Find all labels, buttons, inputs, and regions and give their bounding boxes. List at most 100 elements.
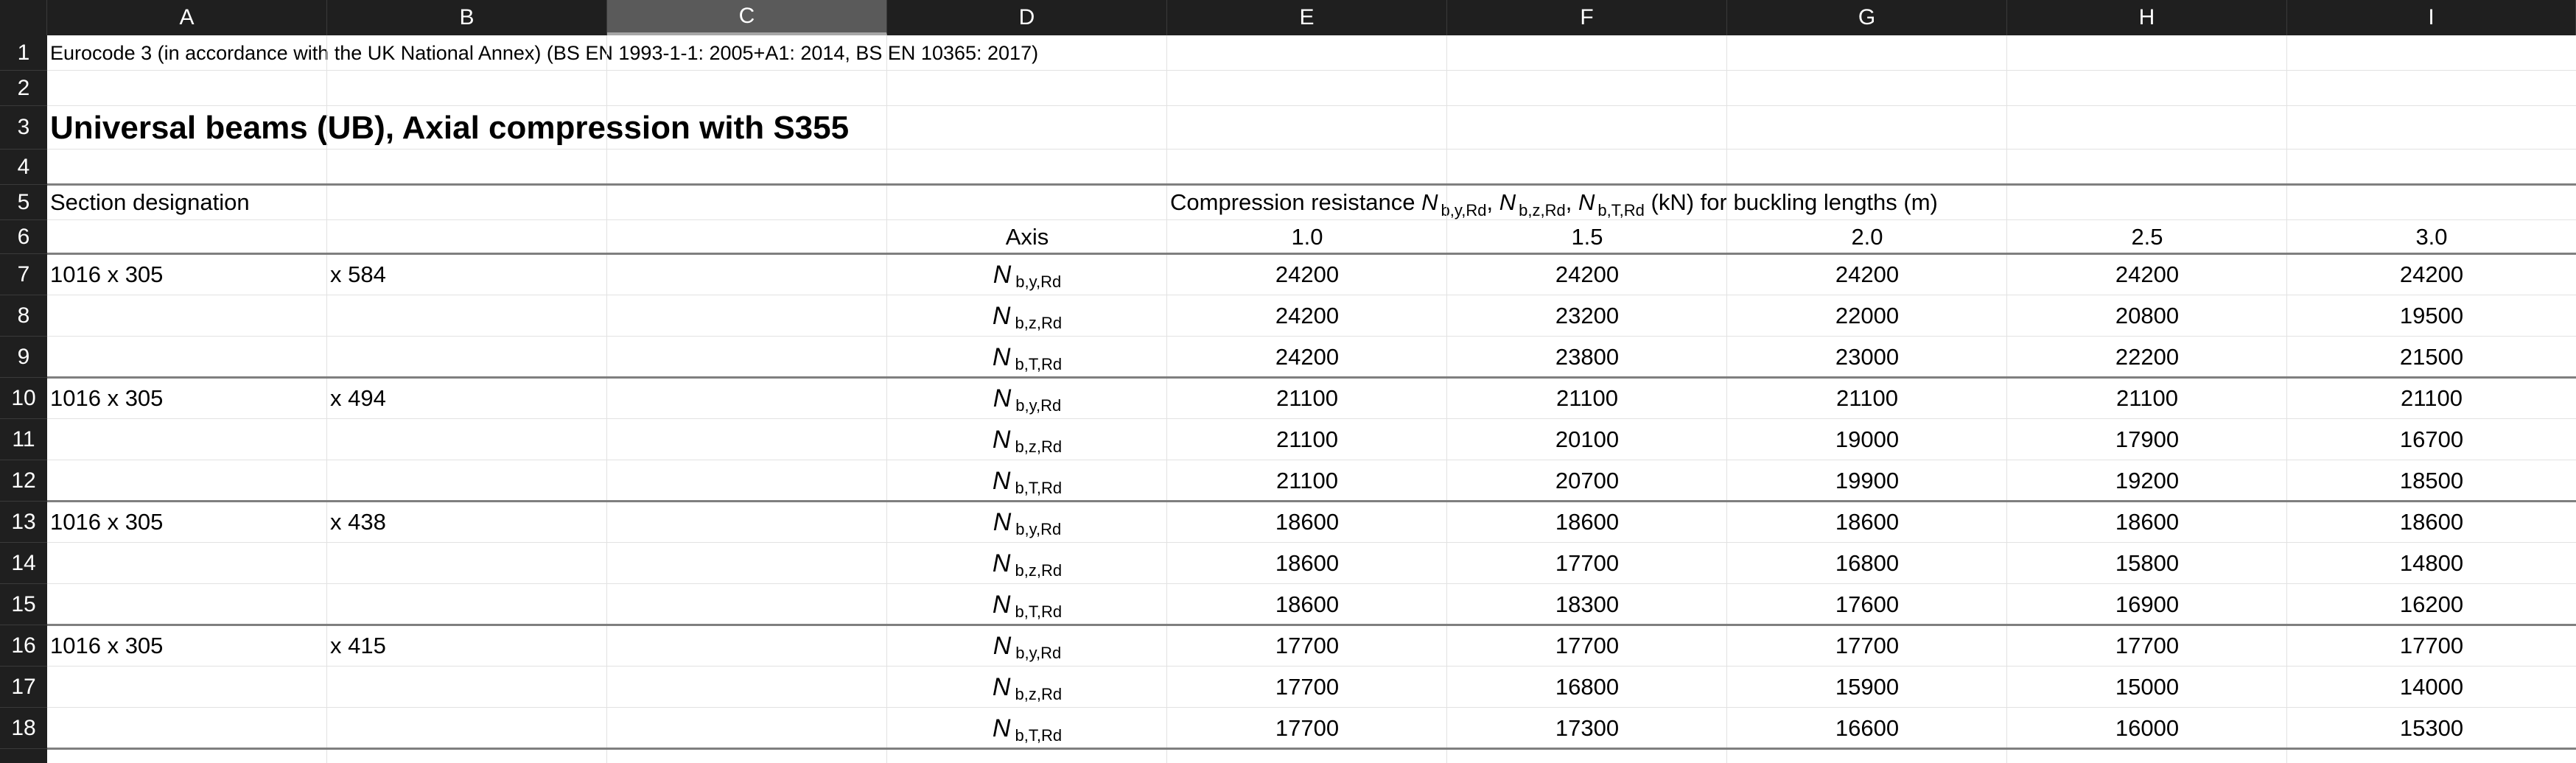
section-mass-cell[interactable]: x 584 xyxy=(330,261,386,287)
cell-grid[interactable]: Eurocode 3 (in accordance with the UK Na… xyxy=(47,35,2576,763)
cell-A5[interactable]: Section designation xyxy=(47,185,607,220)
resistance-value-cell[interactable]: 21100 xyxy=(2401,385,2463,411)
resistance-value-cell[interactable]: 20100 xyxy=(1555,426,1620,452)
section-size-cell[interactable]: 1016 x 305 xyxy=(50,633,164,658)
column-header-h[interactable]: H xyxy=(2007,0,2287,35)
row-header-7[interactable]: 7 xyxy=(0,254,47,295)
row-header-9[interactable]: 9 xyxy=(0,337,47,378)
row-header-17[interactable]: 17 xyxy=(0,667,47,708)
row-header-14[interactable]: 14 xyxy=(0,543,47,584)
row-header-11[interactable]: 11 xyxy=(0,419,47,460)
row-header-6[interactable]: 6 xyxy=(0,220,47,254)
row-header-15[interactable]: 15 xyxy=(0,584,47,625)
resistance-value-cell[interactable]: 24200 xyxy=(1275,344,1340,370)
column-header-a[interactable]: A xyxy=(47,0,327,35)
resistance-value-cell[interactable]: 23800 xyxy=(1555,344,1620,370)
resistance-value-cell[interactable]: 17900 xyxy=(2115,426,2180,452)
resistance-value-cell[interactable]: 18600 xyxy=(1555,509,1620,535)
resistance-value-cell[interactable]: 16600 xyxy=(1835,715,1900,741)
resistance-value-cell[interactable]: 24200 xyxy=(2399,261,2464,287)
cell-D6[interactable]: Axis xyxy=(887,220,1167,254)
resistance-value-cell[interactable]: 19900 xyxy=(1835,468,1900,493)
resistance-value-cell[interactable]: 15800 xyxy=(2115,550,2180,576)
resistance-value-cell[interactable]: 18300 xyxy=(1555,591,1620,617)
resistance-value-cell[interactable]: 16700 xyxy=(2399,426,2464,452)
resistance-value-cell[interactable]: 17700 xyxy=(1275,674,1340,700)
resistance-value-cell[interactable]: 21100 xyxy=(1276,385,1338,411)
resistance-value-cell[interactable]: 19000 xyxy=(1835,426,1900,452)
resistance-value-cell[interactable]: 18600 xyxy=(1835,509,1900,535)
row-header-4[interactable]: 4 xyxy=(0,150,47,185)
resistance-value-cell[interactable]: 16200 xyxy=(2399,591,2464,617)
resistance-value-cell[interactable]: 16900 xyxy=(2115,591,2180,617)
resistance-value-cell[interactable]: 15300 xyxy=(2399,715,2464,741)
row-header-13[interactable]: 13 xyxy=(0,502,47,543)
section-mass-cell[interactable]: x 438 xyxy=(330,509,386,535)
select-all-corner[interactable] xyxy=(0,0,47,35)
buckling-length-header[interactable]: 2.5 xyxy=(2007,220,2287,254)
resistance-value-cell[interactable]: 16800 xyxy=(1835,550,1900,576)
row-header-2[interactable]: 2 xyxy=(0,71,47,106)
resistance-value-cell[interactable]: 15900 xyxy=(1835,674,1900,700)
buckling-length-header[interactable]: 1.5 xyxy=(1447,220,1727,254)
row-header-3[interactable]: 3 xyxy=(0,106,47,150)
resistance-value-cell[interactable]: 18600 xyxy=(1275,509,1340,535)
resistance-value-cell[interactable]: 18600 xyxy=(2115,509,2180,535)
resistance-value-cell[interactable]: 18600 xyxy=(1275,550,1340,576)
row-header-18[interactable]: 18 xyxy=(0,708,47,749)
buckling-length-header[interactable]: 3.0 xyxy=(2287,220,2576,254)
resistance-value-cell[interactable]: 22200 xyxy=(2115,344,2180,370)
resistance-value-cell[interactable]: 21100 xyxy=(1836,385,1898,411)
section-mass-cell[interactable]: x 494 xyxy=(330,385,386,411)
resistance-value-cell[interactable]: 17700 xyxy=(2399,633,2464,658)
resistance-value-cell[interactable]: 19200 xyxy=(2115,468,2180,493)
resistance-value-cell[interactable]: 17700 xyxy=(1835,633,1900,658)
column-header-i[interactable]: I xyxy=(2287,0,2576,35)
resistance-value-cell[interactable]: 24200 xyxy=(1275,261,1340,287)
resistance-value-cell[interactable]: 21500 xyxy=(2399,344,2464,370)
resistance-value-cell[interactable]: 14800 xyxy=(2399,550,2464,576)
column-header-g[interactable]: G xyxy=(1727,0,2007,35)
resistance-value-cell[interactable]: 23200 xyxy=(1555,303,1620,328)
row-header-16[interactable]: 16 xyxy=(0,625,47,667)
resistance-value-cell[interactable]: 21100 xyxy=(2116,385,2178,411)
resistance-value-cell[interactable]: 14000 xyxy=(2399,674,2464,700)
row-header-10[interactable]: 10 xyxy=(0,378,47,419)
row-header-8[interactable]: 8 xyxy=(0,295,47,337)
resistance-value-cell[interactable]: 24200 xyxy=(1835,261,1900,287)
resistance-value-cell[interactable]: 24200 xyxy=(2115,261,2180,287)
resistance-value-cell[interactable]: 17600 xyxy=(1835,591,1900,617)
row-header-1[interactable]: 1 xyxy=(0,35,47,71)
resistance-value-cell[interactable]: 17300 xyxy=(1555,715,1620,741)
resistance-value-cell[interactable]: 17700 xyxy=(1275,633,1340,658)
section-size-cell[interactable]: 1016 x 305 xyxy=(50,509,164,535)
resistance-value-cell[interactable]: 19500 xyxy=(2399,303,2464,328)
resistance-value-cell[interactable]: 22000 xyxy=(1835,303,1900,328)
section-size-cell[interactable]: 1016 x 305 xyxy=(50,385,164,411)
row-header-12[interactable]: 12 xyxy=(0,460,47,502)
resistance-value-cell[interactable]: 17700 xyxy=(1275,715,1340,741)
column-header-b[interactable]: B xyxy=(327,0,607,35)
resistance-value-cell[interactable]: 20700 xyxy=(1555,468,1620,493)
resistance-value-cell[interactable]: 21100 xyxy=(1276,468,1338,493)
column-header-c[interactable]: C xyxy=(607,0,887,35)
section-size-cell[interactable]: 1016 x 305 xyxy=(50,261,164,287)
section-mass-cell[interactable]: x 415 xyxy=(330,633,386,658)
resistance-value-cell[interactable]: 21100 xyxy=(1276,426,1338,452)
resistance-value-cell[interactable]: 18600 xyxy=(1275,591,1340,617)
resistance-value-cell[interactable]: 16800 xyxy=(1555,674,1620,700)
resistance-value-cell[interactable]: 15000 xyxy=(2115,674,2180,700)
resistance-value-cell[interactable]: 17700 xyxy=(1555,633,1620,658)
resistance-value-cell[interactable]: 16000 xyxy=(2115,715,2180,741)
resistance-value-cell[interactable]: 21100 xyxy=(1556,385,1618,411)
resistance-value-cell[interactable]: 24200 xyxy=(1555,261,1620,287)
